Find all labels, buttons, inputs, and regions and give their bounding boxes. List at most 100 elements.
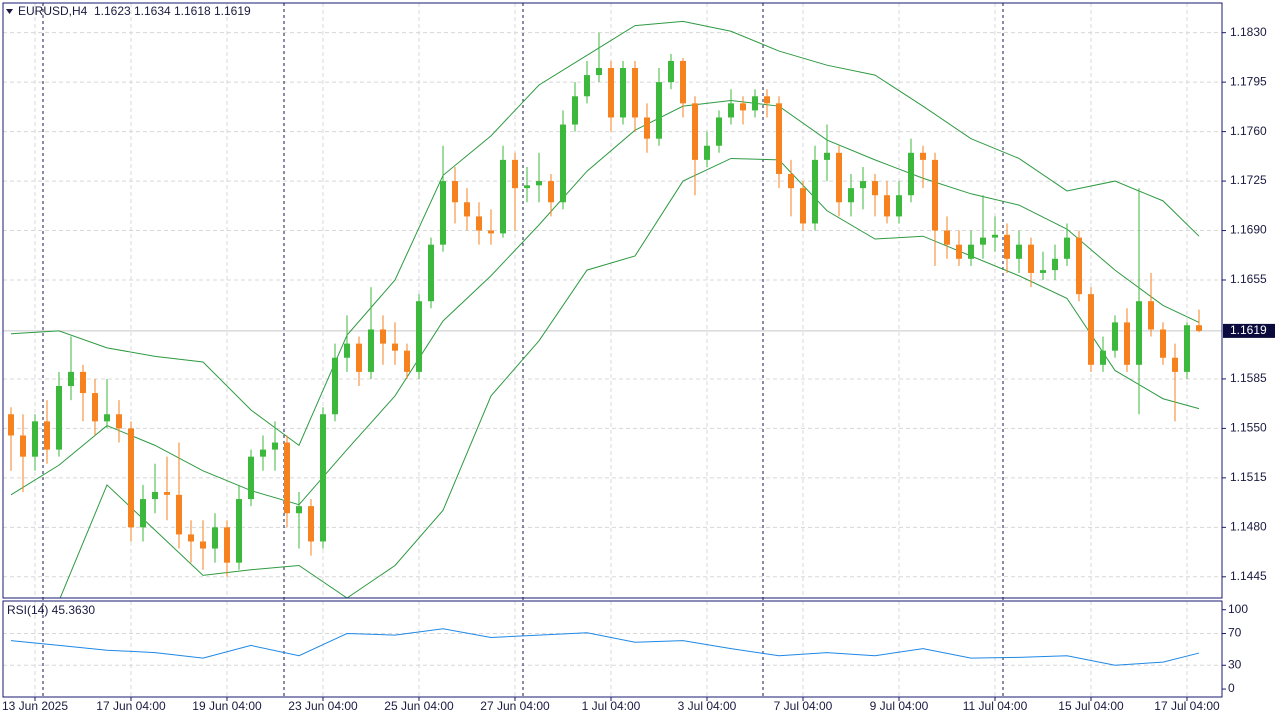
candle-body: [944, 230, 950, 245]
candle-body: [68, 371, 74, 387]
y-tick-label: 1.1760: [1230, 124, 1267, 138]
candle-body: [896, 195, 902, 217]
candle-body: [836, 152, 842, 203]
open: 1.1623: [94, 4, 131, 18]
candle-body: [752, 96, 758, 111]
candle-body: [716, 117, 722, 146]
x-tick-label: 25 Jun 04:00: [384, 699, 454, 713]
candle-body: [764, 96, 770, 104]
x-tick-label: 23 Jun 04:00: [288, 699, 358, 713]
rsi-tick-label: 100: [1228, 602, 1248, 616]
candle-body: [740, 103, 746, 111]
candle-body: [920, 152, 926, 160]
x-tick-label: 17 Jul 04:00: [1154, 699, 1220, 713]
rsi-line: [10, 628, 1200, 666]
rsi-tick-label: 70: [1228, 626, 1242, 640]
candle-body: [32, 421, 38, 457]
candle-body: [1016, 244, 1022, 259]
candle-body: [1136, 301, 1142, 365]
candle-body: [968, 244, 974, 259]
x-tick-label: 1 Jul 04:00: [582, 699, 641, 713]
candle-body: [164, 492, 170, 495]
candle-body: [452, 181, 458, 203]
candle-body: [464, 202, 470, 217]
candle-body: [608, 68, 614, 118]
candle-body: [356, 343, 362, 372]
y-tick-label: 1.1585: [1230, 371, 1267, 385]
candle-body: [596, 68, 602, 76]
candle-body: [296, 506, 302, 514]
candle-body: [1076, 237, 1082, 295]
price-tag: [1223, 323, 1275, 338]
candle-body: [632, 68, 638, 118]
candle-body: [44, 421, 50, 450]
candle-body: [980, 237, 986, 245]
candle-body: [800, 188, 806, 224]
x-tick-label: 11 Jul 04:00: [963, 699, 1028, 713]
candle-body: [332, 357, 338, 415]
candle-body: [200, 541, 206, 549]
close: 1.1619: [214, 4, 251, 18]
candle-body: [1172, 357, 1178, 372]
candle-body: [1100, 350, 1106, 365]
price-frame: [2, 2, 1223, 599]
candle-body: [1112, 322, 1118, 351]
low: 1.1618: [174, 4, 211, 18]
y-tick-label: 1.1445: [1230, 569, 1267, 583]
candle-body: [80, 371, 86, 394]
x-tick-label: 27 Jun 04:00: [480, 699, 550, 713]
candle-body: [260, 449, 266, 457]
candle-body: [128, 428, 134, 528]
candle-body: [284, 442, 290, 514]
candle-body: [272, 442, 278, 450]
candle-body: [620, 68, 626, 118]
candle-body: [572, 96, 578, 125]
period-separators: [42, 3, 1004, 697]
candle-body: [992, 234, 998, 238]
candle-body: [236, 499, 242, 563]
x-tick-label: 9 Jul 04:00: [870, 699, 929, 713]
candle-body: [884, 195, 890, 217]
menu-triangle[interactable]: [6, 9, 13, 14]
rsi-frame: [2, 600, 1223, 698]
candle-body: [8, 414, 14, 436]
y-tick-label: 1.1655: [1230, 272, 1267, 286]
price-tag-label: 1.1619: [1230, 323, 1267, 337]
candle-body: [416, 301, 422, 372]
candle-body: [824, 152, 830, 160]
rsi-tick-label: 30: [1228, 657, 1242, 671]
candle-body: [404, 350, 410, 372]
candle-body: [728, 103, 734, 118]
candle-body: [860, 181, 866, 189]
x-tick-label: 3 Jul 04:00: [678, 699, 737, 713]
rsi-title: RSI(14) 45.3630: [7, 603, 95, 617]
candle-body: [956, 244, 962, 259]
y-tick-label: 1.1830: [1230, 25, 1267, 39]
candle-body: [812, 159, 818, 224]
candle-body: [212, 527, 218, 549]
candle-body: [92, 393, 98, 422]
candle-body: [308, 506, 314, 542]
candle-body: [1052, 258, 1058, 271]
candle-body: [476, 216, 482, 231]
candle-body: [656, 82, 662, 139]
candle-body: [1160, 329, 1166, 358]
y-tick-label: 1.1795: [1230, 74, 1267, 88]
high: 1.1634: [134, 4, 171, 18]
x-tick-label: 17 Jun 04:00: [96, 699, 166, 713]
candle-body: [1004, 234, 1010, 259]
candle-body: [380, 329, 386, 344]
candle-body: [500, 159, 506, 234]
band-middle: [10, 100, 1200, 506]
candle-body: [56, 386, 62, 450]
candle-body: [428, 244, 434, 302]
candle-body: [1196, 325, 1202, 331]
candle-body: [176, 494, 182, 535]
candle-body: [692, 103, 698, 160]
y-tick-label: 1.1550: [1230, 421, 1267, 435]
x-tick-label: 7 Jul 04:00: [774, 699, 833, 713]
candle-body: [368, 329, 374, 372]
y-tick-label: 1.1725: [1230, 173, 1267, 187]
y-tick-label: 1.1480: [1230, 520, 1267, 534]
